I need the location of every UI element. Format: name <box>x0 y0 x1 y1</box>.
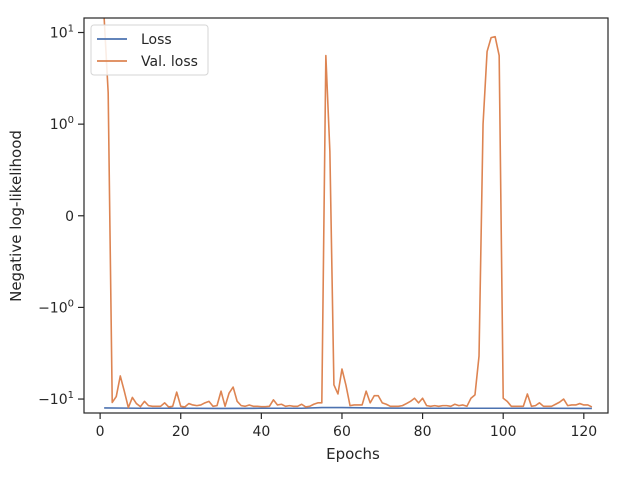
x-tick-label: 60 <box>333 424 351 440</box>
y-tick-label: 101 <box>50 24 74 42</box>
x-tick-label: 100 <box>490 424 517 440</box>
y-tick-label: −100 <box>38 298 74 316</box>
x-tick-label: 80 <box>414 424 432 440</box>
y-tick-label: 100 <box>50 115 74 133</box>
legend-label: Loss <box>141 32 172 48</box>
x-tick-label: 0 <box>96 424 105 440</box>
legend-box <box>90 24 209 76</box>
y-axis-label: Negative log-likelihood <box>7 130 25 302</box>
legend: Loss Val. loss <box>90 24 209 76</box>
x-tick-label: 20 <box>172 424 190 440</box>
x-tick-label: 40 <box>252 424 270 440</box>
series-line-1 <box>103 17 593 409</box>
x-axis-label: Epochs <box>326 445 380 463</box>
series-layer <box>103 17 593 410</box>
legend-label: Val. loss <box>141 54 198 70</box>
y-tick-label: −101 <box>38 390 74 408</box>
x-axis: 0 20 40 60 80 100 120 <box>96 413 597 440</box>
y-tick-label: 0 <box>65 209 74 225</box>
series-line-0 <box>104 406 592 410</box>
x-tick-label: 120 <box>570 424 597 440</box>
y-axis: 101 100 0 −100 −101 <box>38 24 84 408</box>
